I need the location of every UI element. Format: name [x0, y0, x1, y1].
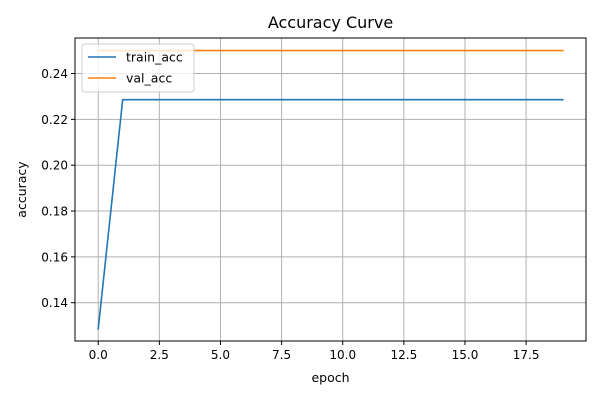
legend-label-train-acc: train_acc	[126, 50, 183, 65]
x-tick-label: 15.0	[452, 348, 479, 362]
grid	[75, 38, 586, 341]
x-axis-label: epoch	[311, 370, 349, 385]
y-tick-label: 0.24	[41, 67, 68, 81]
x-tick-label: 2.5	[150, 348, 169, 362]
x-tick-label: 7.5	[272, 348, 291, 362]
x-tick-label: 17.5	[513, 348, 540, 362]
x-tick-label: 12.5	[390, 348, 417, 362]
axes-frame	[74, 37, 587, 342]
x-tick-label: 10.0	[329, 348, 356, 362]
chart-title: Accuracy Curve	[268, 13, 393, 32]
legend-items: train_acc val_acc	[88, 50, 183, 86]
y-tick-label: 0.22	[41, 113, 68, 127]
y-tick-label: 0.14	[41, 296, 68, 310]
legend: train_acc val_acc	[81, 43, 195, 93]
series-line-train-acc	[97, 98, 564, 330]
x-tick-label: 0.0	[89, 348, 108, 362]
y-axis-label: accuracy	[14, 161, 29, 218]
y-tick-label: 0.20	[41, 159, 68, 173]
y-tick-label: 0.18	[41, 205, 68, 219]
legend-box	[81, 43, 195, 93]
legend-label-val-acc: val_acc	[126, 71, 172, 86]
y-tick-label: 0.16	[41, 250, 68, 264]
x-tick-label: 5.0	[211, 348, 230, 362]
ticks: 0.0 2.5 5.0 7.5 10.0 12.5 15.0 17.5 0.14 0.16 0.18…	[41, 67, 539, 362]
